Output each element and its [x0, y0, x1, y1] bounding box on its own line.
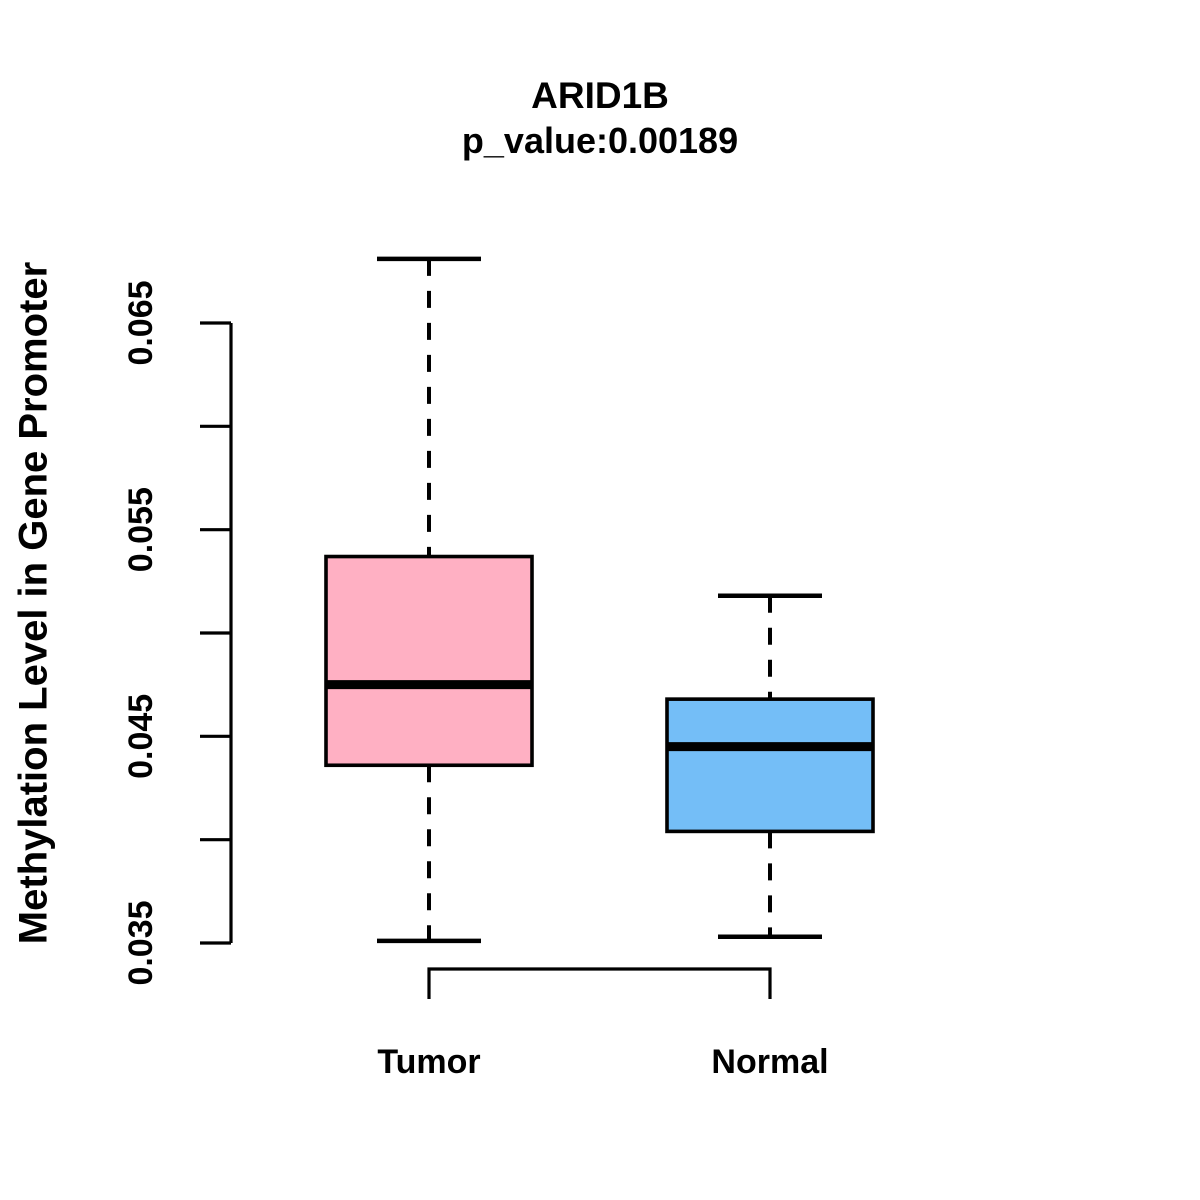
box-tumor: [324, 554, 534, 768]
chart-subtitle-pvalue: p_value:0.00189: [461, 120, 739, 161]
x-category-label-normal: Normal: [711, 1043, 828, 1081]
y-axis-tick-label: 0.065: [122, 280, 160, 365]
y-axis-tick-label: 0.055: [122, 487, 160, 572]
chart-title: ARID1B: [531, 75, 669, 116]
y-axis-tick-label: 0.045: [122, 694, 160, 779]
y-axis-tick-label: 0.035: [122, 900, 160, 985]
x-axis-bracket: [427, 967, 772, 999]
box-normal: [665, 697, 875, 834]
x-category-label-tumor: Tumor: [377, 1043, 480, 1081]
